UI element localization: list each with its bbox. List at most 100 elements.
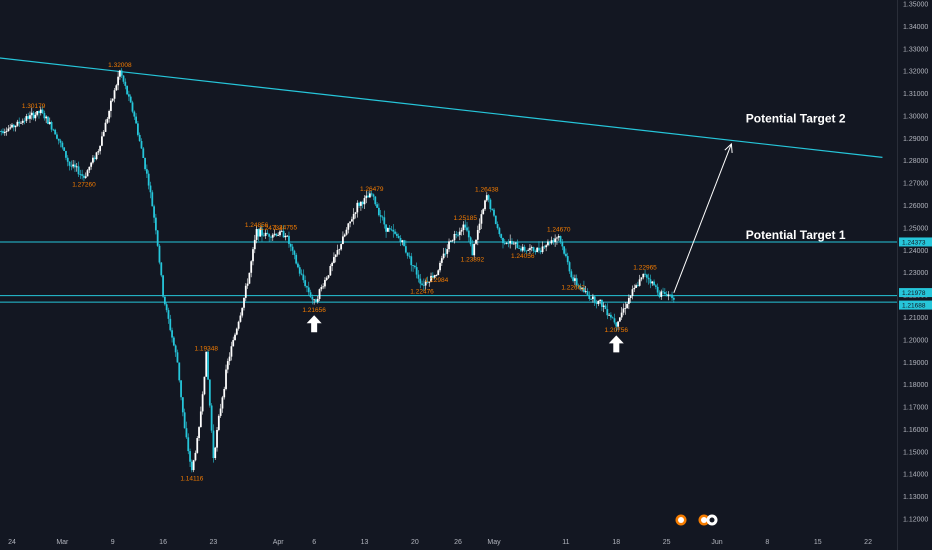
candle [430, 272, 432, 283]
candle-body [12, 124, 15, 128]
candle-body [203, 376, 206, 395]
candle [624, 302, 627, 315]
flag-icon[interactable] [706, 514, 718, 526]
candle-body [554, 238, 557, 242]
candle-body [435, 275, 438, 276]
candle [331, 261, 334, 272]
candle [554, 234, 557, 247]
candle [144, 157, 146, 171]
candle-body [626, 303, 628, 309]
candle [592, 293, 594, 303]
candle-body [322, 286, 325, 288]
candle [467, 226, 470, 242]
candle [660, 289, 663, 300]
candle [336, 244, 339, 257]
candle [595, 299, 598, 309]
candle-body [16, 121, 19, 126]
candle [307, 281, 310, 296]
candle [246, 278, 249, 289]
candle-body [446, 249, 449, 254]
candle [410, 252, 413, 272]
candle-body [618, 317, 621, 322]
candle [315, 298, 317, 302]
candle [368, 190, 371, 198]
candle-body [295, 254, 298, 264]
candle-body [120, 70, 123, 76]
x-tick-label: 25 [663, 539, 671, 546]
candle-body [311, 296, 314, 300]
candle-body [90, 162, 93, 167]
candle [577, 283, 580, 288]
candle [550, 236, 553, 245]
candle-body [117, 76, 120, 86]
candle [561, 239, 564, 251]
candle [11, 123, 13, 129]
candle-body [390, 229, 393, 231]
candle-body [383, 217, 386, 225]
calendar-icon[interactable] [698, 514, 710, 526]
price-tag: 1.21978 [899, 288, 932, 298]
candle [615, 322, 618, 332]
candle-body [320, 287, 323, 290]
time-axis[interactable]: 24 Mar 9 16 23 Apr 6 13 20 26 May 11 18 25 Jun 8 15 22 [8, 539, 872, 546]
price-annotation: 1.22984 [425, 277, 449, 284]
candle [181, 397, 184, 417]
candle [280, 229, 283, 233]
candle-body [613, 318, 616, 323]
candle-body [79, 174, 82, 176]
candle-body [253, 239, 256, 250]
candle [106, 116, 109, 124]
candle [636, 281, 639, 288]
candle-body [529, 248, 531, 250]
price-annotation: 1.24056 [511, 253, 535, 260]
candle [399, 235, 402, 247]
candle [74, 160, 76, 173]
y-tick-label: 1.34000 [903, 24, 928, 31]
candle [458, 227, 461, 241]
candle [484, 199, 486, 211]
candle [572, 274, 575, 283]
candle [162, 274, 164, 298]
candle-body [39, 109, 42, 114]
candle-body [129, 96, 132, 103]
price-tag: 1.24373 [899, 237, 932, 247]
candle-body [572, 277, 575, 281]
candle-body [298, 267, 301, 274]
candle [113, 88, 116, 103]
candle [338, 248, 341, 255]
price-axis[interactable]: 1.35000 1.34000 1.33000 1.32000 1.31000 1.300… [903, 2, 928, 524]
candle [388, 225, 391, 233]
candle [102, 130, 105, 137]
candle-body [5, 131, 8, 132]
candle-body [160, 262, 163, 276]
candle [667, 291, 670, 301]
candle-body [226, 361, 229, 370]
candle [270, 235, 272, 242]
candle [243, 297, 245, 311]
candle-body [527, 249, 530, 251]
candle [496, 221, 499, 230]
candle-body [176, 352, 179, 363]
candle-body [611, 317, 614, 319]
candle-body [376, 204, 378, 208]
candle [653, 279, 655, 286]
alert-icon[interactable] [675, 514, 687, 526]
target-label: Potential Target 2 [746, 112, 846, 126]
chart-toolbar-icons[interactable] [675, 514, 718, 526]
candle [671, 291, 673, 301]
candle [583, 280, 585, 293]
candle-body [645, 274, 648, 278]
candle-body [494, 215, 497, 225]
y-tick-label: 1.21000 [903, 315, 928, 322]
candle [61, 141, 64, 150]
candle-body [221, 397, 224, 409]
candle [394, 228, 396, 235]
candle-body [228, 356, 231, 362]
candle [327, 275, 330, 279]
candle-body [575, 278, 578, 286]
candle-body [523, 246, 526, 251]
candle-body [95, 152, 98, 160]
candle-body [401, 240, 404, 243]
candle-body [516, 242, 519, 249]
